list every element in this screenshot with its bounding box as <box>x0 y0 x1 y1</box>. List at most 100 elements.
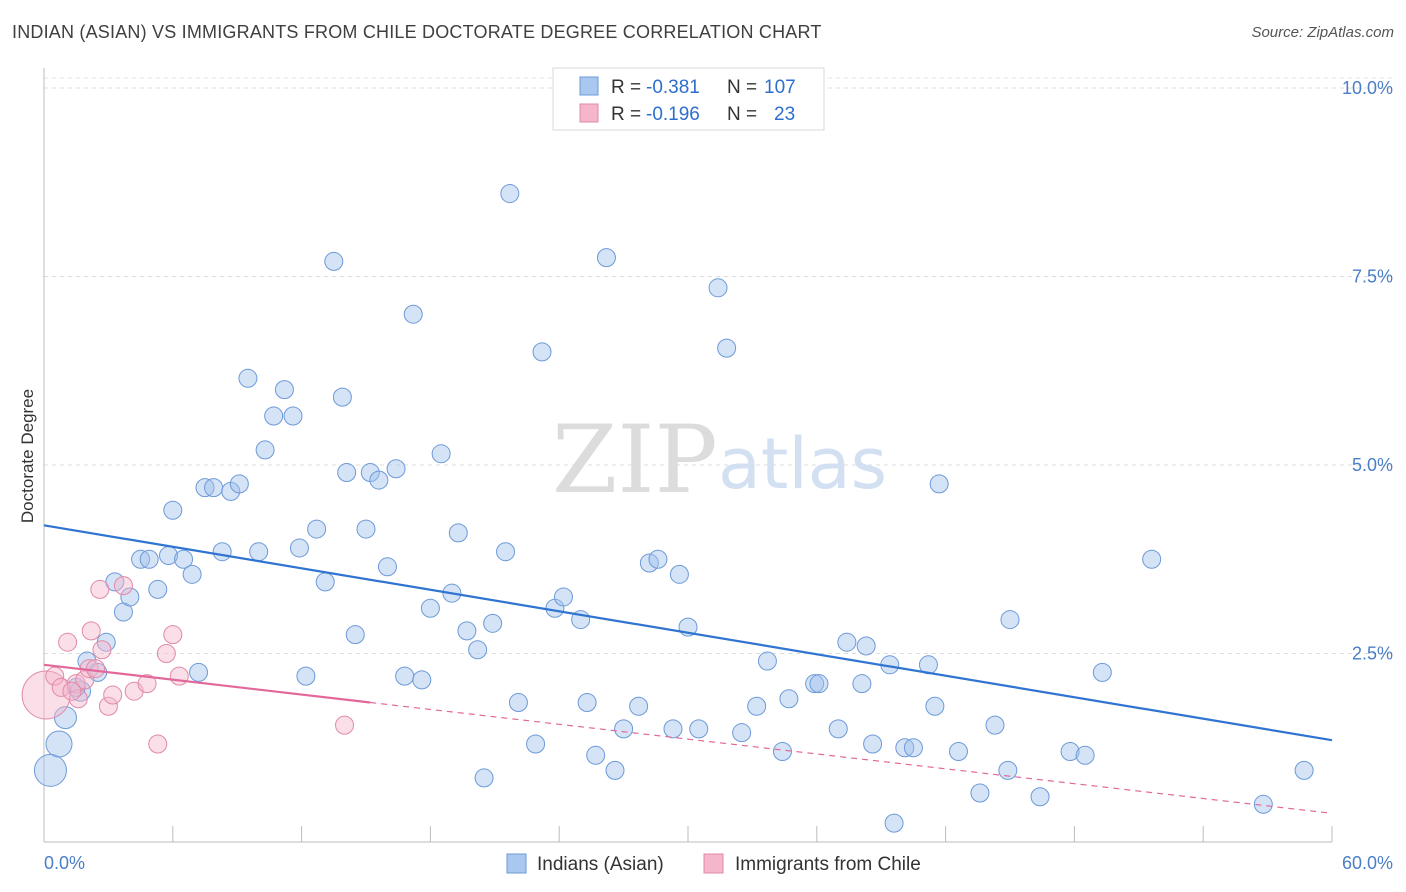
data-point-indians <box>903 738 923 758</box>
data-point-chile <box>68 689 88 709</box>
data-point-indians <box>45 730 73 758</box>
data-point-chile <box>51 677 71 697</box>
x-tick-label-min: 0.0% <box>44 853 85 873</box>
data-point-indians <box>732 723 752 743</box>
data-point-indians <box>345 625 365 645</box>
data-point-indians <box>747 696 767 716</box>
data-point-indians <box>605 760 625 780</box>
bottom-legend: Indians (Asian) Immigrants from Chile <box>506 853 921 875</box>
data-point-indians <box>238 368 258 388</box>
data-point-indians <box>553 587 573 607</box>
data-point-indians <box>369 470 389 490</box>
data-point-indians <box>377 557 397 577</box>
data-point-indians <box>386 459 406 479</box>
series-indians-asian <box>33 184 1314 833</box>
data-point-indians <box>315 572 335 592</box>
data-point-indians <box>468 640 488 660</box>
data-point-indians <box>148 579 168 599</box>
data-point-indians <box>474 768 494 788</box>
axes <box>43 68 1333 843</box>
data-point-indians <box>229 474 249 494</box>
data-point-chile <box>62 681 82 701</box>
y-axis-label: Doctorate Degree <box>18 389 37 523</box>
bottom-legend-label-indians: Indians (Asian) <box>537 854 664 875</box>
legend-r-label-1: R = <box>611 77 641 98</box>
data-point-indians <box>457 621 477 641</box>
trend-line-indians <box>43 524 1333 742</box>
data-point-chile <box>163 625 183 645</box>
data-point-indians <box>708 278 728 298</box>
bottom-legend-label-chile: Immigrants from Chile <box>735 854 921 875</box>
data-point-indians <box>289 538 309 558</box>
series-immigrants-chile <box>21 576 355 754</box>
data-point-indians <box>526 734 546 754</box>
legend-n-label-2: N = <box>727 104 757 125</box>
data-point-indians <box>779 689 799 709</box>
legend-swatch-pink <box>579 103 599 123</box>
data-point-indians <box>212 542 232 562</box>
data-point-indians <box>852 674 872 694</box>
data-point-indians <box>669 564 689 584</box>
trend-line-chile-extension <box>370 701 1333 814</box>
data-point-indians <box>586 745 606 765</box>
data-point-indians <box>929 474 949 494</box>
data-point-indians <box>189 662 209 682</box>
bottom-legend-swatch-pink <box>703 853 724 874</box>
data-point-indians <box>412 670 432 690</box>
data-point-indians <box>307 519 327 539</box>
y-tick-label: 2.5% <box>1352 644 1393 664</box>
data-point-indians <box>395 666 415 686</box>
data-point-indians <box>508 693 528 713</box>
data-point-indians <box>496 542 516 562</box>
data-point-indians <box>863 734 883 754</box>
data-point-indians <box>614 719 634 739</box>
data-point-chile <box>335 715 355 735</box>
legend-swatch-blue <box>579 76 599 96</box>
legend-r-value-2: -0.196 <box>646 104 700 125</box>
data-point-chile <box>92 640 112 660</box>
data-point-chile <box>137 674 157 694</box>
data-point-indians <box>985 715 1005 735</box>
x-tick-label-max: 60.0% <box>1342 853 1393 873</box>
data-point-indians <box>332 387 352 407</box>
y-tick-label: 10.0% <box>1342 78 1393 98</box>
data-point-indians <box>772 742 792 762</box>
data-point-chile <box>86 659 106 679</box>
data-point-indians <box>255 440 275 460</box>
legend-n-value-2: 23 <box>774 104 795 125</box>
data-point-indians <box>1060 742 1080 762</box>
legend-r-value-1: -0.381 <box>646 77 700 98</box>
data-point-indians <box>998 760 1018 780</box>
data-point-indians <box>970 783 990 803</box>
data-point-indians <box>884 813 904 833</box>
data-point-indians <box>663 719 683 739</box>
data-point-indians <box>805 674 825 694</box>
bottom-legend-swatch-blue <box>506 853 527 874</box>
trend-line-chile <box>43 663 371 704</box>
data-point-indians <box>324 251 344 271</box>
data-point-indians <box>274 380 294 400</box>
data-point-indians <box>204 478 224 498</box>
source-label: Source: ZipAtlas.com <box>1251 24 1394 41</box>
data-point-indians <box>296 666 316 686</box>
data-point-indians <box>1000 610 1020 630</box>
data-point-indians <box>403 304 423 324</box>
data-point-chile <box>169 666 189 686</box>
data-point-indians <box>1142 549 1162 569</box>
data-point-indians <box>1092 662 1112 682</box>
data-point-indians <box>577 693 597 713</box>
data-point-indians <box>828 719 848 739</box>
data-point-indians <box>948 742 968 762</box>
data-point-indians <box>483 613 503 633</box>
data-point-indians <box>431 444 451 464</box>
legend-n-value-1: 107 <box>764 77 796 98</box>
trend-lines <box>43 524 1333 814</box>
data-point-chile <box>113 576 133 596</box>
data-point-chile <box>81 621 101 641</box>
data-point-indians <box>120 587 140 607</box>
data-point-indians <box>337 463 357 483</box>
data-point-indians <box>1075 745 1095 765</box>
data-point-chile <box>148 734 168 754</box>
data-point-chile <box>58 632 78 652</box>
